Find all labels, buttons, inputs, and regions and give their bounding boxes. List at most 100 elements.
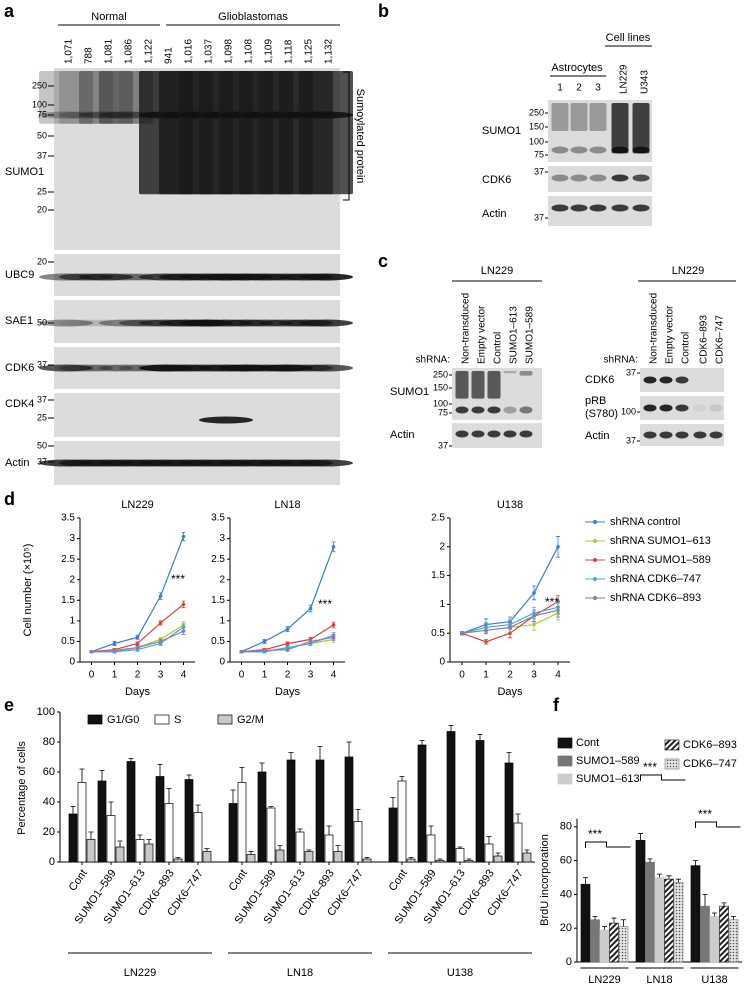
data-point: [112, 641, 117, 646]
y-tick-label: 80: [43, 736, 55, 748]
x-tick-label: 2: [507, 670, 513, 681]
data-point: [556, 545, 560, 549]
band: [199, 416, 253, 424]
error-bar: [70, 806, 76, 814]
bar: [728, 919, 739, 963]
group-label: Astrocytes: [551, 62, 603, 74]
legend-label: SUMO1–613: [576, 773, 640, 785]
row-label: CDK6: [585, 374, 614, 386]
x-tick-label: 1: [483, 670, 489, 681]
y-tick-label: 80: [560, 821, 572, 833]
marker-label: 75: [438, 407, 448, 417]
bar: [406, 858, 416, 863]
blot-strip: [54, 393, 340, 437]
panel-label: c: [378, 251, 388, 271]
band: [59, 319, 113, 327]
band: [570, 204, 588, 212]
legend-swatch: [557, 773, 573, 785]
marker-label: 25: [37, 412, 47, 422]
y-tick-label: 1.5: [61, 595, 75, 606]
error-bar: [731, 915, 736, 920]
y-tick-label: 3.5: [61, 513, 75, 524]
error-bar: [277, 845, 283, 850]
data-point: [285, 641, 290, 646]
data-point: [262, 639, 267, 644]
error-bar: [364, 857, 370, 859]
marker-label: 75: [534, 149, 544, 159]
band: [503, 406, 517, 414]
error-bar: [117, 840, 123, 847]
x-axis-label: Days: [275, 686, 301, 698]
bracket: [343, 71, 350, 201]
marker-label: 50: [37, 130, 47, 140]
y-tick-label: 0: [49, 856, 55, 868]
legend-label: shRNA SUMO1–589: [610, 554, 711, 566]
band: [299, 319, 353, 327]
band-smear: [589, 103, 607, 131]
error-bar: [288, 752, 294, 760]
y-tick-label: 40: [560, 888, 572, 900]
bar: [645, 861, 655, 963]
row-label: pRB: [585, 395, 606, 407]
error-bar: [79, 768, 85, 783]
bar: [228, 803, 238, 863]
bar: [246, 854, 256, 863]
bar: [484, 843, 494, 863]
bar: [202, 851, 212, 863]
shrna-label: shRNA:: [604, 355, 638, 366]
data-point: [239, 649, 244, 654]
error-bar: [611, 917, 617, 924]
error-bar: [137, 834, 143, 840]
band: [79, 273, 133, 281]
annotation: ***: [318, 597, 332, 611]
x-axis-label: Days: [497, 686, 523, 698]
bar: [257, 771, 267, 863]
band: [471, 406, 485, 414]
bar: [464, 860, 474, 863]
legend-swatch: [557, 755, 573, 767]
marker-label: 37: [37, 150, 47, 160]
bar: [504, 762, 514, 863]
data-point: [181, 602, 186, 607]
bar: [719, 905, 729, 963]
data-point: [460, 631, 464, 635]
row-label: SUMO1: [5, 166, 44, 178]
group-label: U138: [447, 967, 473, 979]
lane-label: Control: [681, 332, 692, 364]
legend-label: shRNA control: [610, 516, 680, 528]
data-point: [158, 639, 163, 644]
bar: [618, 926, 629, 963]
band: [519, 430, 533, 438]
legend-label: shRNA SUMO1–613: [610, 535, 711, 547]
y-tick-label: 0: [566, 956, 572, 968]
bar: [513, 822, 523, 863]
marker-label: 250: [32, 80, 47, 90]
x-tick-label: 2: [285, 670, 291, 681]
data-point: [285, 647, 290, 652]
band-smear: [519, 371, 533, 376]
error-bar: [408, 857, 414, 859]
data-point: [135, 645, 140, 650]
legend-label: Cont: [576, 737, 599, 749]
y-tick-label: 1: [219, 615, 225, 626]
x-tick-label: 3: [158, 670, 164, 681]
band: [39, 364, 93, 372]
band-smear: [39, 71, 93, 124]
lane-label: 1,037: [204, 39, 215, 64]
marker-label: 37: [534, 212, 544, 222]
bar: [77, 782, 87, 863]
marker-label: 37: [626, 367, 636, 377]
y-axis-label: Cell number (×10⁵): [22, 544, 34, 637]
band: [487, 430, 501, 438]
band: [39, 319, 93, 327]
bar: [580, 883, 591, 963]
y-tick-label: 1: [439, 599, 445, 610]
error-bar: [621, 919, 626, 927]
error-bar: [230, 789, 236, 804]
band-smear: [611, 103, 629, 154]
annotation: ***: [171, 572, 185, 586]
marker-label: 37: [626, 435, 636, 445]
band: [659, 376, 673, 384]
bar: [435, 860, 445, 863]
error-bar: [297, 828, 303, 832]
